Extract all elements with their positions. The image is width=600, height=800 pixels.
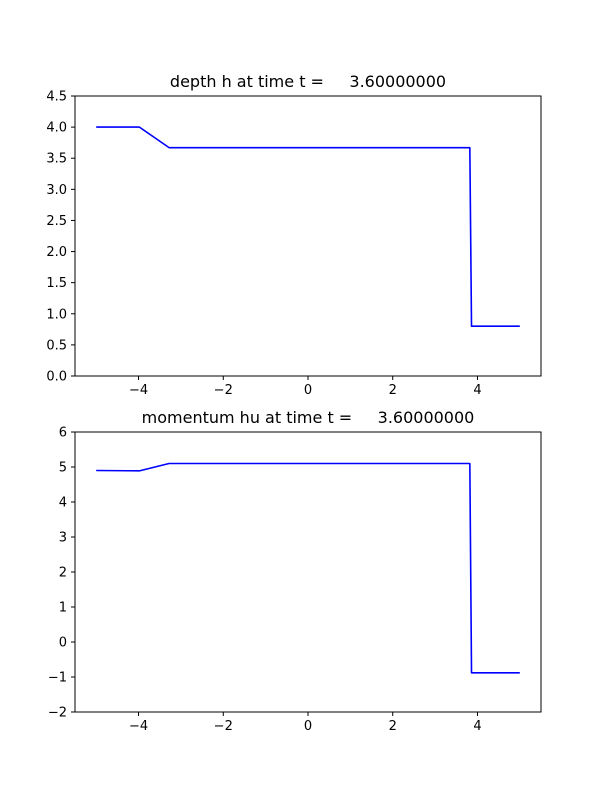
depth-plot-axes-frame: [74, 95, 542, 377]
depth-ytick-label: 1.5: [46, 276, 67, 291]
momentum-series-line: [96, 462, 520, 674]
momentum-xtick-label: 4: [473, 719, 481, 734]
momentum-ytick-label: 3: [59, 531, 67, 546]
depth-xtick-label: −4: [129, 383, 148, 398]
depth-ytick-label: 4.0: [46, 121, 67, 136]
momentum-plot-axes-frame: [74, 431, 542, 713]
momentum-plot-title: momentum hu at time t = 3.60000000: [142, 408, 475, 427]
momentum-ytick-label: 6: [59, 426, 67, 441]
momentum-xtick-label: −4: [129, 719, 148, 734]
momentum-xtick-label: −2: [214, 719, 233, 734]
momentum-xtick-label: 0: [304, 719, 312, 734]
momentum-ytick-label: 0: [59, 636, 67, 651]
momentum-ytick-label: 2: [59, 566, 67, 581]
momentum-plot-lines: [96, 462, 520, 674]
depth-xtick-label: 0: [304, 383, 312, 398]
depth-series-line: [96, 126, 520, 328]
depth-xtick-label: 2: [389, 383, 397, 398]
depth-ytick-label: 0.5: [46, 338, 67, 353]
depth-ytick-label: 2.5: [46, 214, 67, 229]
momentum-ytick-label: −2: [48, 706, 67, 721]
momentum-plot: momentum hu at time t = 3.60000000 −4 −2 0…: [48, 408, 542, 735]
momentum-ytick-label: 4: [59, 496, 67, 511]
depth-xtick-label: 4: [473, 383, 481, 398]
depth-plot: depth h at time t = 3.60000000 −4 −2 0 2 4 0.…: [46, 72, 542, 399]
depth-plot-ticks: −4 −2 0 2 4 0.0 0.5 1.0 1.5 2.0 2.5 3.0 3.5 4.0 4.5: [46, 90, 481, 399]
depth-xtick-label: −2: [214, 383, 233, 398]
depth-ytick-label: 1.0: [46, 307, 67, 322]
momentum-ytick-label: 1: [59, 601, 67, 616]
depth-plot-title: depth h at time t = 3.60000000: [170, 72, 446, 91]
momentum-ytick-label: −1: [48, 671, 67, 686]
momentum-ytick-label: 5: [59, 461, 67, 476]
depth-ytick-label: 3.0: [46, 183, 67, 198]
momentum-xtick-label: 2: [389, 719, 397, 734]
depth-plot-lines: [96, 126, 520, 328]
depth-ytick-label: 0.0: [46, 370, 67, 385]
depth-ytick-label: 4.5: [46, 90, 67, 105]
depth-ytick-label: 3.5: [46, 152, 67, 167]
momentum-plot-ticks: −4 −2 0 2 4 −2 −1 0 1 2 3 4 5 6: [48, 426, 482, 735]
depth-ytick-label: 2.0: [46, 245, 67, 260]
